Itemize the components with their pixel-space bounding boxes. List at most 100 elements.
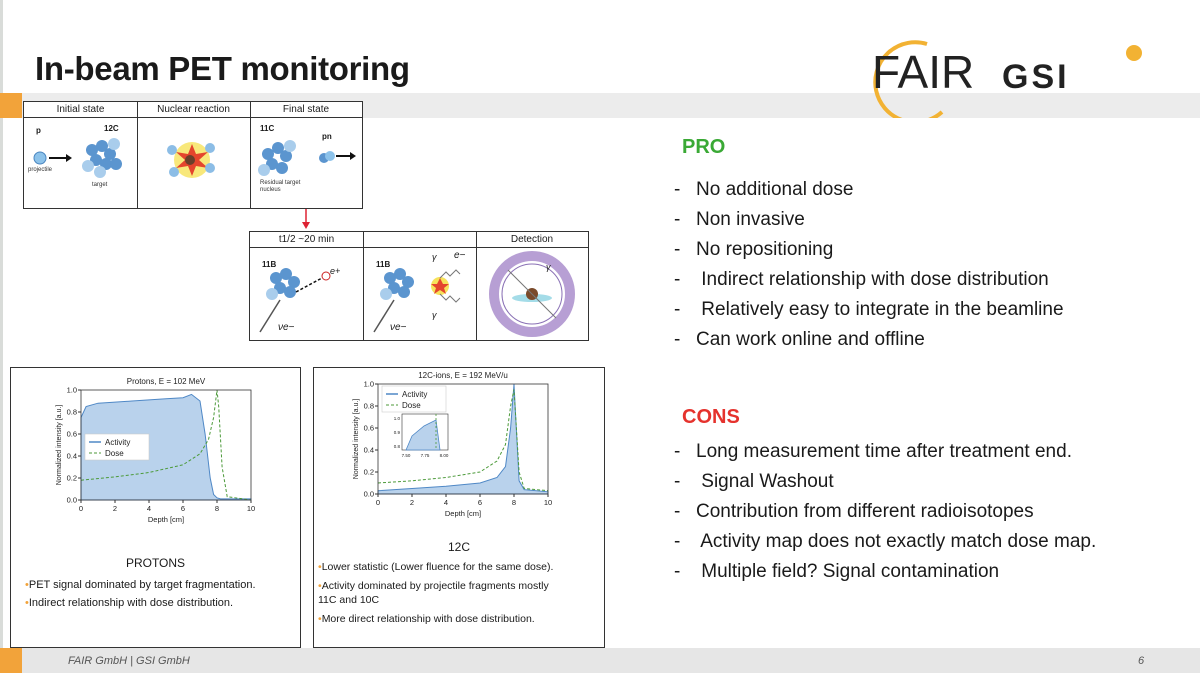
protons-chart: Protons, E = 102 MeV 0 2 4 6 8 10 0.0 0.2 0.4 0.6 0… [56,377,255,524]
target-caption: target [92,182,108,188]
fair-gsi-logo: FAIR GSI [872,38,1162,125]
decay-figure: t1/2 ~20 min Detection 11B 11B e+ e− νe−… [249,231,589,341]
protons-panel: Protons, E = 102 MeV 0 2 4 6 8 10 0.0 0.2 0.4 0.6 0… [10,367,301,648]
reaction-figure: Initial state Nuclear reaction Final sta… [23,101,363,209]
legend-box [381,385,447,413]
pro-item: - Relatively easy to integrate in the be… [674,299,1064,320]
y-tick-label: 0.0 [67,496,77,505]
gsi-logo-text: GSI [1002,58,1070,96]
projectile-caption: projectile [28,167,53,173]
gamma-label-a: γ [432,252,437,262]
header-initial-state: Initial state [24,102,137,118]
y-tick-label: 0.8 [67,408,77,417]
pro-item: - No repositioning [674,239,834,260]
cons-item: - Contribution from different radioisotop… [674,501,1034,522]
carbon-bullet: •More direct relationship with dose dist… [318,613,535,625]
x-tick-label: 6 [181,504,185,513]
x-tick-label: 8 [215,504,219,513]
carbon-bullet-continued: 11C and 10C [318,594,380,606]
page-number: 6 [1138,655,1145,667]
pro-list: - No additional dose - Non invasive - No re… [674,175,1064,355]
x-tick-label: 4 [147,504,151,513]
activity-area [80,393,252,501]
inset-area [405,419,441,451]
residual-nucleus-label: 11C [260,124,275,133]
pro-item: - Indirect relationship with dose distri… [674,269,1049,290]
y-tick-label: 1.0 [67,386,77,395]
slide-title: In-beam PET monitoring [35,50,410,87]
chart-title: Protons, E = 102 MeV [127,377,206,386]
carbon-chart: 12C-ions, E = 192 MeV/u 0 2 4 6 8 10 0.0 0.2 0.4 0… [353,371,552,518]
pro-item: - Non invasive [674,209,805,230]
protons-bullet: •PET signal dominated by target fragment… [25,579,256,591]
reaction-illustration [33,138,356,178]
protons-bullet: •Indirect relationship with dose distrib… [25,597,234,609]
cons-item: - Multiple field? Signal contamination [674,561,1000,582]
boron-label-a: 11B [262,260,277,269]
pro-item: - Can work online and offline [674,329,925,350]
y-tick-label: 0.4 [364,446,374,455]
legend-dose-label: Dose [402,401,421,410]
header-detection: Detection [476,232,588,248]
dose-line [377,389,549,492]
gamma-label-b: γ [432,310,437,320]
inset-x-tick-label: 7.75 [421,453,430,458]
x-tick-label: 2 [410,498,414,507]
emitted-label: pn [322,132,332,141]
chart-title: 12C-ions, E = 192 MeV/u [418,371,508,380]
neutrino-label-a: νe− [278,322,295,333]
y-tick-label: 0.0 [364,490,374,499]
x-axis-label: Depth [cm] [148,515,184,524]
pro-item: - No additional dose [674,179,854,200]
x-tick-label: 2 [113,504,117,513]
carbon-bullet: •Activity dominated by projectile fragme… [318,580,549,592]
legend-activity-label: Activity [105,438,130,447]
carbon-panel: 12C-ions, E = 192 MeV/u 0 2 4 6 8 10 0.0 0.2 0.4 0… [313,367,605,648]
decay-illustration [259,251,575,337]
dose-line [80,389,252,501]
carbon-title: 12C [447,540,470,554]
residual-nucleus-caption: Residual target nucleus [260,180,301,193]
down-arrow-icon [302,209,310,229]
header-accent [0,93,22,118]
carbon-bullets: •Lower statistic (Lower fluence for the … [318,560,602,626]
cons-item: - Long measurement time after treatment e… [674,441,1072,462]
cons-item: - Activity map does not exactly match do… [674,531,1097,552]
footer-text: FAIR GmbH | GSI GmbH [68,655,190,667]
y-axis-label: Normalized intensity [a.u.] [353,399,360,480]
inset-x-tick-label: 7.50 [402,453,411,458]
inset-x-tick-label: 8.00 [440,453,449,458]
y-axis-label: Normalized intensity [a.u.] [56,405,63,486]
header-final-state: Final state [250,102,362,118]
legend-activity-label: Activity [402,390,427,399]
carbon-bullet: •Lower statistic (Lower fluence for the … [318,561,554,573]
protons-title: PROTONS [125,556,186,570]
footer-accent [0,648,22,673]
plot-frame [80,389,252,501]
neutrino-label-b: νe− [390,322,407,333]
fair-logo-text: FAIR [872,46,974,98]
x-tick-label: 8 [512,498,516,507]
left-rule [0,0,3,673]
header-nuclear-reaction: Nuclear reaction [137,102,250,118]
y-tick-label: 0.6 [67,430,77,439]
plot-frame [377,383,549,495]
electron-label: e− [454,250,466,261]
pro-heading: PRO [682,136,726,158]
y-tick-label: 0.2 [364,468,374,477]
x-tick-label: 10 [247,504,255,513]
legend-dose-label: Dose [105,449,124,458]
legend-box [84,433,150,461]
y-tick-label: 0.8 [364,402,374,411]
inset-y-tick-label: 0.8 [394,444,401,449]
inset-y-tick-label: 1.0 [394,416,401,421]
inset-y-tick-label: 0.9 [394,430,401,435]
x-tick-label: 0 [376,498,380,507]
header-half-life: t1/2 ~20 min [250,232,363,248]
cons-list: - Long measurement time after treatment e… [674,437,1096,587]
gamma-label-c: γ [546,262,551,272]
boron-label-b: 11B [376,260,391,269]
positron-label: e+ [330,266,341,276]
y-tick-label: 1.0 [364,380,374,389]
cons-heading: CONS [682,406,740,428]
